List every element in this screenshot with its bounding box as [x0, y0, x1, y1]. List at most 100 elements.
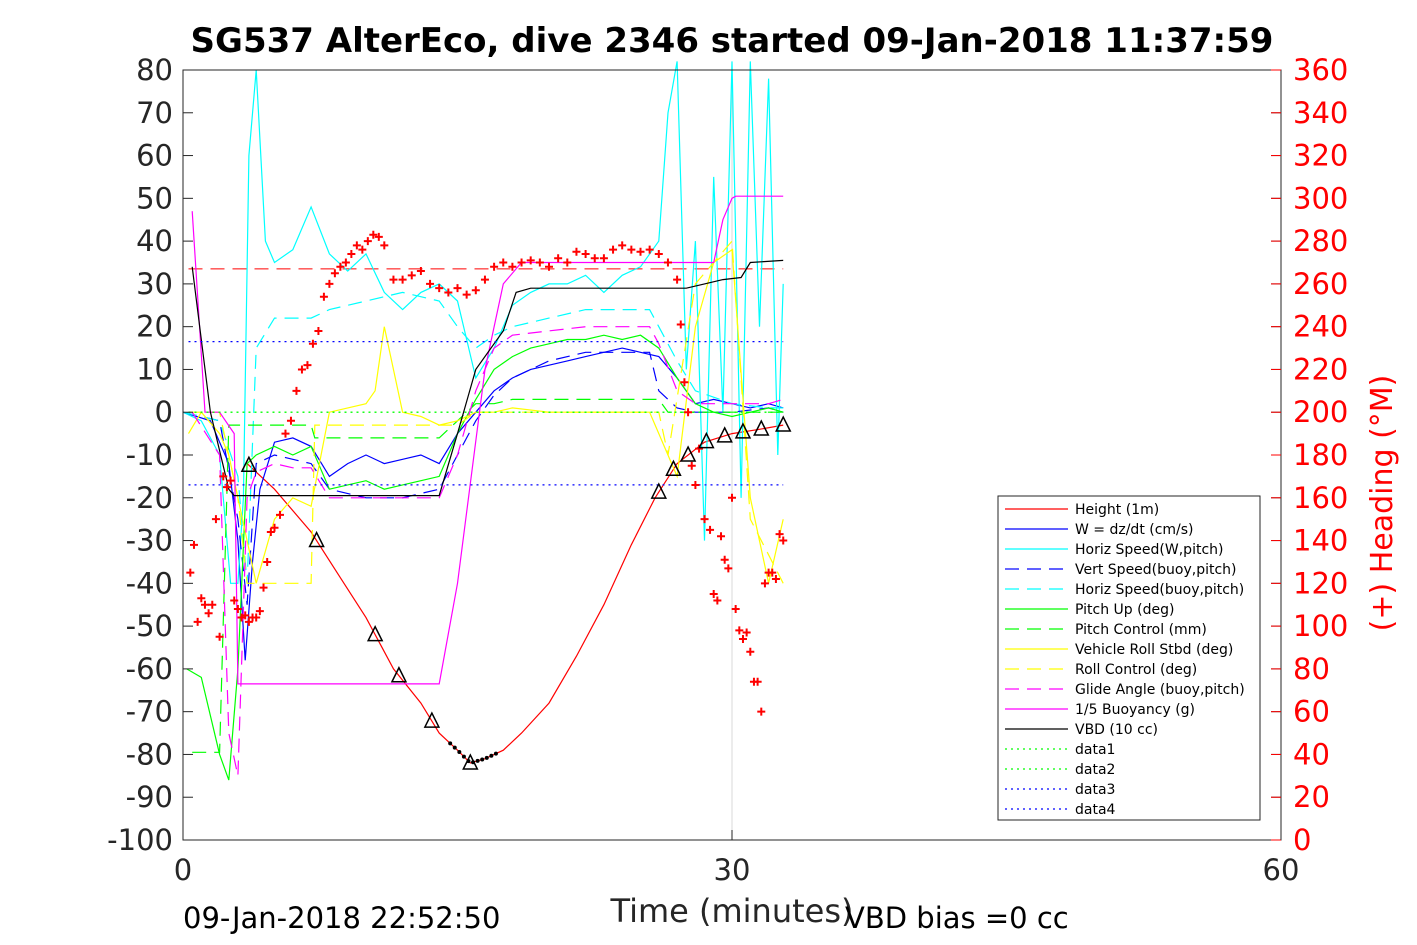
heading-point [618, 241, 627, 250]
sample-dot [480, 757, 485, 762]
series-line-vbd-10-cc [191, 259, 784, 497]
right-y-tick-label: 100 [1293, 609, 1348, 643]
footer-timestamp: 09-Jan-2018 22:52:50 [183, 901, 500, 935]
heading-point [363, 237, 372, 246]
heading-point [252, 613, 261, 622]
heading-points-layer [186, 230, 788, 716]
heading-point [599, 254, 608, 263]
y-tick-label: -80 [126, 737, 173, 771]
heading-point [724, 564, 733, 573]
y-tick-label: -30 [126, 524, 173, 558]
heading-point [336, 262, 345, 271]
sample-dot [457, 750, 462, 754]
legend-label: data2 [1075, 762, 1115, 778]
legend-label: Roll Control (deg) [1075, 662, 1197, 678]
y-tick-label: 20 [136, 310, 173, 344]
legend-label: Glide Angle (buoy,pitch) [1075, 682, 1245, 698]
heading-point [572, 247, 581, 256]
y-tick-label: 0 [155, 395, 173, 429]
heading-point [535, 258, 544, 267]
heading-point [706, 525, 715, 534]
x-axis-label: Time (minutes) [610, 892, 854, 930]
heading-point [746, 647, 755, 656]
y-tick-label: 80 [136, 53, 173, 87]
legend: Height (1m) W = dz/dt (cm/s) Horiz Speed(W… [997, 495, 1261, 821]
footer-vbd-bias: VBD bias =0 cc [845, 901, 1069, 935]
heading-point [517, 258, 526, 267]
legend-label: Horiz Speed(buoy,pitch) [1075, 582, 1244, 598]
heading-point [680, 378, 689, 387]
heading-point [319, 292, 328, 301]
heading-point [563, 258, 572, 267]
heading-point [297, 365, 306, 374]
heading-point [352, 241, 361, 250]
legend-label: Pitch Up (deg) [1075, 602, 1174, 618]
triangle-marker [679, 445, 697, 462]
heading-point [330, 269, 339, 278]
heading-point [636, 247, 645, 256]
heading-point [775, 530, 784, 539]
heading-point [581, 249, 590, 258]
heading-point [200, 600, 209, 609]
heading-point [590, 254, 599, 263]
y-tick-label: -40 [126, 566, 173, 600]
heading-point [281, 429, 290, 438]
triangle-marker [240, 455, 258, 473]
heading-point [314, 326, 323, 335]
heading-point [735, 626, 744, 635]
triangle-marker [390, 666, 408, 683]
heading-point [389, 275, 398, 284]
right-y-tick-label: 60 [1293, 695, 1330, 729]
heading-point [230, 596, 239, 605]
heading-point [398, 275, 407, 284]
legend-label: VBD (10 cc) [1075, 722, 1158, 738]
heading-point [358, 245, 367, 254]
y-tick-label: -90 [126, 780, 173, 814]
heading-point [713, 596, 722, 605]
triangle-marker [423, 711, 441, 728]
heading-point [499, 258, 508, 267]
right-y-tick-label: 320 [1293, 139, 1348, 173]
legend-label: Vert Speed(buoy,pitch) [1075, 562, 1237, 578]
right-y-tick-label: 0 [1293, 823, 1311, 857]
heading-point [545, 262, 553, 271]
heading-point [757, 707, 766, 716]
sample-dot [475, 758, 480, 763]
right-y-tick-label: 40 [1293, 737, 1330, 771]
right-y-tick-label: 260 [1293, 267, 1348, 301]
triangle-marker [698, 431, 715, 449]
heading-point [407, 271, 416, 280]
heading-point [189, 540, 198, 549]
right-y-tick-label: 180 [1293, 438, 1348, 472]
x-tick-label: 30 [714, 853, 751, 887]
right-y-tick-label: 140 [1293, 524, 1348, 558]
heading-point [676, 320, 685, 329]
sample-dot [466, 759, 471, 764]
heading-point [241, 611, 250, 620]
y-tick-label: 50 [136, 181, 173, 215]
heading-point [347, 249, 356, 258]
y-tick-label: -10 [126, 438, 173, 472]
heading-point [738, 634, 747, 643]
heading-point [444, 288, 453, 297]
right-y-tick-label: 340 [1293, 96, 1348, 130]
right-y-tick-label: 280 [1293, 224, 1348, 258]
heading-point [462, 290, 471, 299]
right-y-tick-label: 360 [1293, 53, 1348, 87]
heading-point [684, 408, 693, 417]
x-axis: 0 30 60 [174, 830, 1299, 887]
right-y-tick-label: 300 [1293, 181, 1348, 215]
heading-point [369, 230, 378, 239]
triangle-marker [716, 426, 733, 443]
y-tick-label: -50 [126, 609, 173, 643]
heading-point [654, 249, 663, 258]
heading-point [226, 476, 235, 485]
triangle-marker [650, 482, 668, 499]
heading-point [695, 444, 704, 453]
heading-point [308, 339, 317, 348]
heading-point [259, 583, 268, 592]
heading-point [380, 241, 389, 250]
heading-point [197, 594, 206, 603]
y-tick-label: 40 [136, 224, 173, 258]
y-tick-label: -20 [126, 481, 173, 515]
